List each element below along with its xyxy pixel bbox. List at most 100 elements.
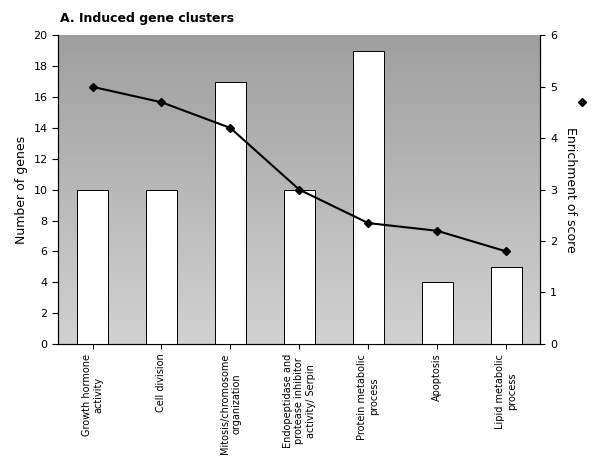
Bar: [58, 51, 541, 52]
Bar: [58, 118, 541, 119]
Bar: [58, 225, 541, 226]
Text: A. Induced gene clusters: A. Induced gene clusters: [60, 12, 234, 25]
Bar: [58, 235, 541, 236]
Bar: [58, 128, 541, 129]
Bar: [58, 239, 541, 240]
Bar: [58, 67, 541, 68]
Bar: [58, 101, 541, 102]
Bar: [58, 214, 541, 215]
Bar: [58, 325, 541, 326]
Bar: [284, 189, 315, 344]
Bar: [58, 188, 541, 189]
Bar: [58, 59, 541, 60]
Bar: [58, 146, 541, 147]
Bar: [58, 336, 541, 337]
Bar: [58, 231, 541, 232]
Bar: [58, 159, 541, 160]
Bar: [58, 93, 541, 94]
Bar: [58, 126, 541, 127]
Bar: [58, 161, 541, 162]
Bar: [58, 119, 541, 120]
Bar: [58, 43, 541, 44]
Bar: [58, 318, 541, 319]
Bar: [58, 207, 541, 208]
Bar: [58, 61, 541, 62]
Bar: [58, 277, 541, 278]
Bar: [58, 332, 541, 333]
Bar: [58, 236, 541, 237]
Bar: [58, 229, 541, 230]
Bar: [58, 294, 541, 295]
Bar: [58, 215, 541, 216]
Bar: [58, 283, 541, 284]
Bar: [58, 122, 541, 123]
Bar: [58, 234, 541, 235]
Bar: [58, 94, 541, 95]
Bar: [58, 315, 541, 316]
Bar: [58, 117, 541, 118]
Bar: [58, 218, 541, 219]
Bar: [58, 213, 541, 214]
Bar: [58, 202, 541, 203]
Bar: [58, 335, 541, 336]
Bar: [58, 197, 541, 198]
Bar: [58, 182, 541, 183]
Bar: [58, 248, 541, 250]
Bar: [58, 125, 541, 126]
Bar: [58, 63, 541, 64]
Bar: [58, 192, 541, 193]
Bar: [58, 342, 541, 343]
Bar: [58, 183, 541, 184]
Bar: [58, 173, 541, 174]
Bar: [146, 189, 177, 344]
Bar: [422, 282, 453, 344]
Bar: [58, 37, 541, 38]
Bar: [58, 265, 541, 266]
Bar: [58, 88, 541, 89]
Bar: [58, 321, 541, 322]
Bar: [58, 50, 541, 51]
Bar: [58, 177, 541, 178]
Bar: [58, 271, 541, 272]
Bar: [58, 270, 541, 271]
Bar: [58, 169, 541, 170]
Bar: [58, 263, 541, 264]
Bar: [58, 108, 541, 109]
Bar: [58, 145, 541, 146]
Bar: [58, 206, 541, 207]
Bar: [58, 307, 541, 308]
Bar: [58, 212, 541, 213]
Bar: [58, 211, 541, 212]
Bar: [58, 312, 541, 313]
Y-axis label: Number of genes: Number of genes: [15, 136, 28, 244]
Bar: [58, 72, 541, 74]
Bar: [58, 219, 541, 220]
Bar: [58, 91, 541, 92]
Bar: [58, 221, 541, 223]
Bar: [58, 303, 541, 304]
Bar: [58, 141, 541, 143]
Bar: [58, 258, 541, 259]
Bar: [58, 44, 541, 45]
Bar: [58, 301, 541, 302]
Bar: [58, 49, 541, 50]
Bar: [58, 200, 541, 201]
Bar: [58, 95, 541, 96]
Bar: [58, 107, 541, 108]
Bar: [58, 135, 541, 136]
Bar: [58, 104, 541, 106]
Bar: [58, 295, 541, 296]
Bar: [58, 100, 541, 101]
Bar: [58, 131, 541, 132]
Bar: [58, 205, 541, 206]
Bar: [353, 51, 384, 344]
Bar: [58, 134, 541, 135]
Bar: [58, 123, 541, 124]
Bar: [58, 178, 541, 179]
Bar: [58, 191, 541, 192]
Bar: [58, 338, 541, 339]
Bar: [58, 56, 541, 57]
Bar: [58, 201, 541, 202]
Bar: [58, 150, 541, 151]
Bar: [58, 309, 541, 310]
